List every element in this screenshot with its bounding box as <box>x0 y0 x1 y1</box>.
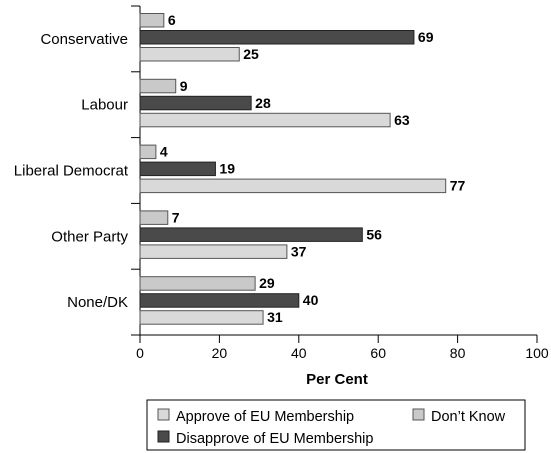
bar <box>139 30 415 45</box>
data-label: 29 <box>259 275 275 291</box>
category-label: None/DK <box>67 294 128 311</box>
bar <box>139 178 447 194</box>
category-label: Labour <box>81 97 128 114</box>
bar <box>139 144 157 160</box>
bar <box>139 13 165 28</box>
legend-swatch <box>157 408 170 421</box>
data-label: 31 <box>267 309 283 325</box>
bar <box>139 244 288 259</box>
x-tick-label: 0 <box>136 345 144 361</box>
bar <box>139 293 300 308</box>
data-label: 37 <box>291 243 307 259</box>
x-tick-label: 60 <box>370 345 386 361</box>
x-tick-label: 80 <box>450 345 466 361</box>
x-tick-label: 100 <box>525 345 549 361</box>
legend-label: Approve of EU Membership <box>176 409 354 425</box>
bar <box>139 210 169 225</box>
bar <box>139 78 177 94</box>
bar <box>139 95 252 111</box>
bar <box>139 276 256 291</box>
data-label: 7 <box>172 209 180 225</box>
data-label: 9 <box>180 78 188 94</box>
data-label: 19 <box>219 161 235 177</box>
x-tick-label: 40 <box>291 345 307 361</box>
data-label: 6 <box>168 12 176 28</box>
data-label: 63 <box>394 112 410 128</box>
bar <box>139 47 240 62</box>
x-tick-label: 20 <box>212 345 228 361</box>
legend-swatch <box>412 408 425 421</box>
category-label: Conservative <box>40 31 128 48</box>
bar <box>139 227 363 242</box>
data-label: 77 <box>450 178 466 194</box>
legend-label: Don’t Know <box>431 409 506 425</box>
data-label: 25 <box>243 46 259 62</box>
data-label: 56 <box>366 226 382 242</box>
data-label: 40 <box>303 292 319 308</box>
legend-box <box>146 399 526 451</box>
bar <box>139 161 216 177</box>
category-label: Other Party <box>51 228 128 245</box>
data-label: 28 <box>255 95 271 111</box>
category-label: Liberal Democrat <box>14 163 129 180</box>
bar <box>139 112 391 128</box>
bar <box>139 310 264 325</box>
x-axis-title: Per Cent <box>306 371 368 388</box>
legend-swatch <box>157 430 170 443</box>
legend-label: Disapprove of EU Membership <box>176 431 373 447</box>
data-label: 4 <box>160 144 168 160</box>
data-label: 69 <box>418 29 434 45</box>
